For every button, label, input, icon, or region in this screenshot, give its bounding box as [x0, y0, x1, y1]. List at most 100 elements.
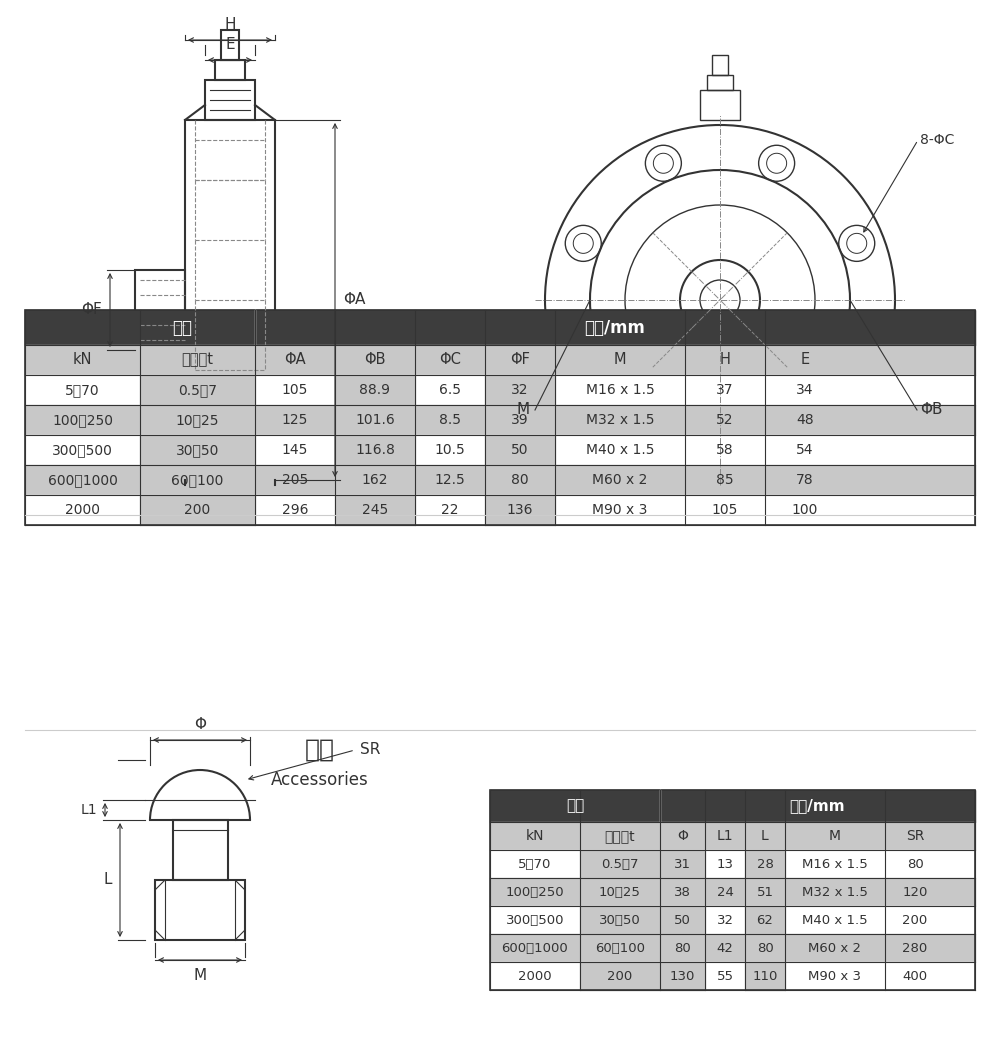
Text: 55: 55 [716, 969, 734, 983]
Bar [660, 962, 705, 990]
Text: 量程: 量程 [173, 318, 192, 336]
Text: ΦB: ΦB [920, 402, 942, 418]
Bar [25, 375, 975, 405]
Text: 100～250: 100～250 [506, 885, 564, 899]
Bar [745, 850, 785, 878]
Bar [185, 120, 275, 480]
Bar [140, 495, 255, 525]
Text: 30～50: 30～50 [176, 443, 219, 457]
Text: 39: 39 [511, 413, 529, 427]
Text: 尺寸/mm: 尺寸/mm [585, 318, 645, 336]
Text: 200: 200 [184, 503, 211, 517]
Text: ΦA: ΦA [343, 293, 365, 308]
Bar [485, 375, 555, 405]
Bar [660, 878, 705, 906]
Bar [745, 934, 785, 962]
Bar [745, 962, 785, 990]
Text: 32: 32 [716, 914, 734, 926]
Text: M90 x 3: M90 x 3 [808, 969, 862, 983]
Text: 296: 296 [282, 503, 308, 517]
Text: M32 x 1.5: M32 x 1.5 [586, 413, 654, 427]
Bar [205, 80, 255, 120]
Bar [25, 345, 975, 375]
Bar [335, 375, 415, 405]
Bar [25, 435, 975, 465]
Text: M32 x 1.5: M32 x 1.5 [802, 885, 868, 899]
Text: ΦF: ΦF [510, 353, 530, 367]
Text: 280: 280 [902, 942, 928, 954]
Bar [660, 934, 705, 962]
Bar [712, 55, 728, 75]
Text: 60～100: 60～100 [171, 472, 224, 487]
Bar [745, 878, 785, 906]
Text: 38: 38 [674, 885, 691, 899]
Bar [335, 405, 415, 435]
Text: 78: 78 [796, 472, 814, 487]
Text: M40 x 1.5: M40 x 1.5 [586, 443, 654, 457]
Text: 5～70: 5～70 [518, 858, 552, 870]
Text: 105: 105 [282, 383, 308, 397]
Bar [490, 822, 975, 850]
Text: 50: 50 [511, 443, 529, 457]
Text: 31: 31 [674, 858, 691, 870]
Bar [485, 435, 555, 465]
Bar [215, 60, 245, 80]
Bar [745, 906, 785, 934]
Text: 80: 80 [674, 942, 691, 954]
Text: 相当于t: 相当于t [605, 830, 635, 843]
Text: 2000: 2000 [65, 503, 100, 517]
Bar [490, 962, 975, 990]
Text: M40 x 1.5: M40 x 1.5 [802, 914, 868, 926]
Text: 24: 24 [717, 885, 733, 899]
Text: 相当于t: 相当于t [182, 353, 214, 367]
Text: L1: L1 [80, 803, 97, 817]
Bar [660, 906, 705, 934]
Text: 52: 52 [716, 413, 734, 427]
Text: 48: 48 [796, 413, 814, 427]
Bar [490, 934, 975, 962]
Text: 28: 28 [757, 858, 773, 870]
Text: 12.5: 12.5 [435, 472, 465, 487]
Text: SR: SR [360, 742, 380, 757]
Text: 5～70: 5～70 [65, 383, 100, 397]
Text: 200: 200 [607, 969, 633, 983]
Text: Φ: Φ [677, 830, 688, 843]
Bar [490, 906, 975, 934]
Text: 300～500: 300～500 [52, 443, 113, 457]
Text: 400: 400 [902, 969, 928, 983]
Bar [490, 790, 975, 990]
Text: 200: 200 [902, 914, 928, 926]
Text: 162: 162 [362, 472, 388, 487]
Text: 54: 54 [796, 443, 814, 457]
Text: 62: 62 [757, 914, 773, 926]
Bar [485, 495, 555, 525]
Text: 100～250: 100～250 [52, 413, 113, 427]
Text: 116.8: 116.8 [355, 443, 395, 457]
Text: 205: 205 [282, 472, 308, 487]
Bar [335, 435, 415, 465]
Bar [485, 405, 555, 435]
Text: 300～500: 300～500 [506, 914, 564, 926]
Text: M60 x 2: M60 x 2 [808, 942, 862, 954]
Text: H: H [720, 353, 730, 367]
Text: 10.5: 10.5 [435, 443, 465, 457]
Text: 100: 100 [792, 503, 818, 517]
Text: 58: 58 [716, 443, 734, 457]
Text: M: M [193, 968, 207, 983]
Text: ΦA: ΦA [284, 353, 306, 367]
Text: 30～50: 30～50 [599, 914, 641, 926]
Text: 136: 136 [507, 503, 533, 517]
Text: 80: 80 [511, 472, 529, 487]
Text: 51: 51 [757, 885, 774, 899]
Bar [490, 878, 975, 906]
Text: E: E [800, 353, 810, 367]
Bar [485, 465, 555, 495]
Text: M60 x 2: M60 x 2 [592, 472, 648, 487]
Text: 10～25: 10～25 [176, 413, 219, 427]
Text: 量程: 量程 [566, 798, 584, 814]
Text: 6.5: 6.5 [439, 383, 461, 397]
Text: 0.5～7: 0.5～7 [178, 383, 217, 397]
Text: H: H [224, 17, 236, 32]
Text: M90 x 3: M90 x 3 [592, 503, 648, 517]
Bar [700, 90, 740, 120]
